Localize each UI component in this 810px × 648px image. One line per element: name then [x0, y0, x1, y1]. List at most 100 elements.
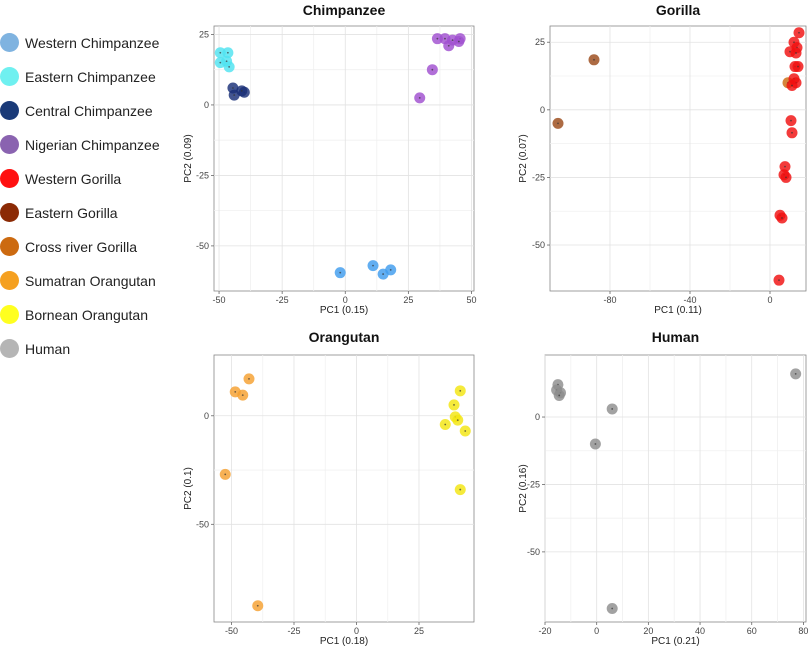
y-tick-label: -50: [196, 519, 209, 529]
x-tick-label: 80: [798, 626, 808, 636]
x-tick-label: 50: [466, 295, 476, 305]
y-tick-label: -25: [196, 170, 209, 180]
x-axis-label: PC1 (0.11): [654, 305, 702, 316]
y-tick-label: -50: [196, 241, 209, 251]
data-point-center: [797, 65, 799, 68]
y-axis-label: PC2 (0.1): [183, 467, 194, 510]
data-point-center: [789, 50, 791, 53]
data-point-center: [418, 96, 421, 99]
x-tick-label: 20: [643, 626, 653, 636]
data-point-center: [457, 40, 460, 43]
data-point-center: [794, 372, 797, 375]
data-point-center: [382, 273, 385, 275]
x-tick-label: -50: [225, 626, 238, 636]
data-point-center: [226, 51, 229, 54]
y-tick-label: 0: [204, 100, 209, 110]
data-point-center: [798, 31, 800, 34]
x-tick-label: -25: [287, 626, 300, 636]
x-tick-label: 0: [354, 626, 359, 636]
legend-swatch: [0, 33, 19, 52]
chart-panel: -50 -25 0 25 50 25 0 -25 -50 Chimpanzee PC1 (0.15)…: [183, 2, 476, 316]
chart-panel: -20 0 20 40 60 80 0 -25 -50 Human PC1 (0.21) PC2 (0…: [518, 329, 808, 647]
chart-title: Human: [652, 329, 699, 345]
data-point-center: [436, 37, 439, 40]
legend-label: Cross river Gorilla: [25, 239, 138, 255]
chart-title: Chimpanzee: [303, 2, 386, 18]
legend-swatch: [0, 305, 19, 324]
data-point-center: [558, 394, 561, 397]
legend-swatch: [0, 67, 19, 86]
y-tick-label: 25: [535, 37, 545, 47]
x-tick-label: -50: [213, 295, 226, 305]
legend-label: Human: [25, 341, 71, 357]
y-tick-label: -25: [532, 172, 545, 182]
x-tick-label: -25: [276, 295, 289, 305]
data-point-center: [389, 268, 392, 271]
x-tick-label: 25: [414, 626, 424, 636]
data-point-center: [459, 488, 462, 491]
legend-item: Western Gorilla: [0, 164, 200, 198]
data-point-center: [372, 264, 374, 267]
data-point-center: [795, 52, 797, 54]
chart-title: Orangutan: [309, 329, 380, 345]
plot-frame: [549, 25, 807, 292]
data-point-center: [785, 176, 787, 179]
legend-label: Bornean Orangutan: [25, 307, 148, 323]
legend-label: Central Chimpanzee: [25, 103, 153, 119]
data-point-center: [611, 607, 614, 610]
data-point-center: [234, 391, 237, 393]
data-point-center: [611, 408, 614, 410]
legend-label: Eastern Chimpanzee: [25, 69, 156, 85]
legend-label: Western Chimpanzee: [25, 35, 160, 51]
data-point-center: [248, 377, 250, 380]
data-point-center: [781, 217, 783, 219]
legend-label: Sumatran Orangutan: [25, 273, 156, 289]
plot-frame: [544, 354, 807, 623]
data-point-center: [444, 37, 446, 40]
data-point-center: [793, 41, 795, 44]
data-point-center: [232, 87, 234, 89]
legend-item: Western Chimpanzee: [0, 28, 200, 62]
x-tick-label: 25: [403, 295, 413, 305]
data-point-center: [451, 39, 454, 41]
data-point-center: [228, 65, 231, 68]
data-point-center: [241, 394, 244, 397]
y-axis-label: PC2 (0.07): [518, 134, 529, 182]
y-tick-label: -50: [527, 547, 540, 557]
x-tick-label: -20: [538, 626, 551, 636]
data-point-center: [225, 60, 228, 63]
legend-label: Eastern Gorilla: [25, 205, 118, 221]
data-point-center: [459, 389, 462, 392]
legend-label: Nigerian Chimpanzee: [25, 137, 160, 153]
data-point-center: [456, 419, 459, 422]
legend-swatch: [0, 135, 19, 154]
legend-swatch: [0, 203, 19, 222]
x-tick-label: 40: [695, 626, 705, 636]
plot-frame: [213, 354, 475, 623]
x-tick-label: -80: [603, 295, 616, 305]
data-point-center: [594, 443, 597, 445]
legend-item: Cross river Gorilla: [0, 232, 200, 266]
legend: Western Chimpanzee Eastern Chimpanzee Cent…: [0, 28, 200, 368]
data-point-center: [339, 271, 342, 274]
y-tick-label: -25: [527, 479, 540, 489]
data-point-center: [453, 404, 455, 406]
legend-swatch: [0, 101, 19, 120]
legend-swatch: [0, 271, 19, 290]
legend-swatch: [0, 169, 19, 188]
data-point-center: [431, 68, 434, 71]
y-tick-label: 0: [535, 412, 540, 422]
data-point-center: [256, 604, 259, 607]
y-tick-label: -50: [532, 240, 545, 250]
x-axis-label: PC1 (0.21): [651, 636, 699, 647]
y-axis-label: PC2 (0.09): [183, 134, 194, 182]
data-point-center: [219, 61, 222, 64]
data-point-center: [778, 279, 780, 282]
x-axis-label: PC1 (0.15): [320, 305, 368, 316]
x-axis-label: PC1 (0.18): [320, 636, 368, 647]
legend-item: Sumatran Orangutan: [0, 266, 200, 300]
data-point-center: [464, 430, 467, 432]
y-axis-label: PC2 (0.16): [518, 464, 529, 512]
data-point-center: [557, 122, 559, 125]
